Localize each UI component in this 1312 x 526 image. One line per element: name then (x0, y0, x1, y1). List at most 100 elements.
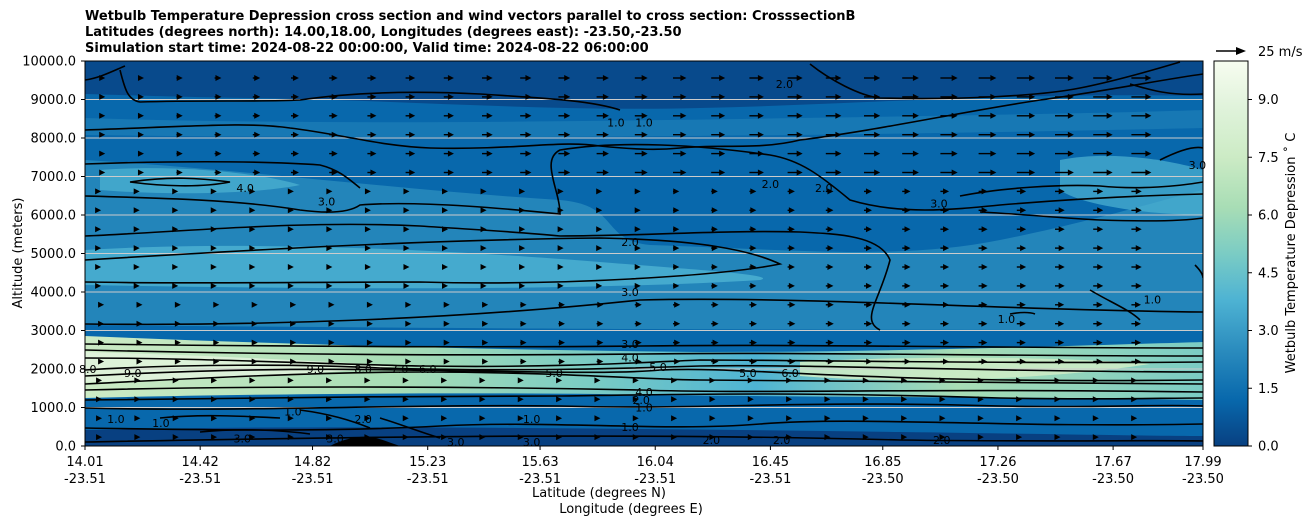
wind-vector-head (1135, 245, 1142, 252)
wind-vector-head (990, 75, 997, 81)
wind-vector-head (447, 150, 454, 157)
wind-vector-head (904, 264, 911, 270)
wind-vector-head (750, 339, 757, 346)
wind-vector-head (287, 226, 294, 233)
wind-vector-head (827, 320, 834, 327)
wind-vector-head (635, 320, 642, 327)
contour-label: 8.0 (354, 363, 372, 376)
wind-vector-head (447, 93, 454, 100)
wind-vector-head (290, 358, 297, 365)
wind-vector-head (680, 93, 687, 100)
wind-vector-head (564, 112, 571, 119)
contour-label: 5.0 (739, 367, 757, 380)
wind-vector-head (447, 112, 454, 119)
wind-vector-head (1067, 150, 1074, 157)
y-tick-label: 0.0 (55, 440, 76, 455)
wind-vector-head (719, 112, 726, 119)
wind-vector-head (602, 131, 609, 138)
wind-vector-head (939, 434, 946, 441)
wind-vector-head (326, 377, 333, 384)
wind-vector-head (602, 75, 609, 81)
wind-vector-head (210, 226, 217, 233)
wind-vector-head (564, 169, 571, 176)
wind-vector-head (331, 93, 338, 100)
wind-vector-head (1029, 75, 1036, 81)
wind-vector-head (862, 377, 869, 384)
wind-vector-head (596, 207, 603, 214)
wind-vector-head (364, 245, 371, 252)
wind-vector-head (480, 245, 487, 252)
wind-vector-head (99, 150, 106, 157)
wind-vector-head (951, 131, 958, 138)
wind-vector-head (862, 396, 869, 403)
y-tick-label: 8000.0 (31, 132, 77, 147)
wind-vector-head (441, 396, 448, 403)
wind-vector-head (904, 245, 911, 252)
wind-vector-head (447, 131, 454, 138)
contour-label: 1.0 (635, 402, 653, 415)
chart-title: Wetbulb Temperature Depression cross sec… (85, 9, 855, 57)
wind-vector-head (479, 453, 485, 459)
wind-vector-head (443, 320, 450, 327)
wind-vector-head (486, 75, 493, 81)
wind-vector-head (441, 434, 448, 441)
colorbar-tick-label: 1.5 (1258, 382, 1279, 397)
wind-vector-head (719, 75, 726, 81)
wind-vector-head (596, 188, 603, 195)
wind-vector-head (137, 150, 144, 157)
wind-vector-head (557, 282, 564, 289)
wind-vector-head (215, 131, 222, 138)
wind-vector-head (874, 150, 881, 157)
wind-vector-head (942, 320, 949, 327)
wind-vector-head (874, 112, 881, 119)
wind-vector-head (479, 434, 486, 441)
wind-vector-head (1029, 131, 1036, 138)
wind-vector-head (866, 320, 873, 327)
wind-vector-head (172, 207, 179, 214)
wind-vectors (95, 75, 1152, 459)
wind-vector-head (1097, 226, 1104, 233)
wind-vector-head (520, 358, 527, 365)
wind-vector-head (482, 301, 489, 308)
wind-vector-head (1131, 434, 1138, 441)
wind-vector-head (442, 282, 449, 289)
wind-vector-head (215, 169, 222, 176)
wind-vector-head (1096, 320, 1103, 327)
wind-vector-head (990, 150, 997, 157)
wind-vector-head (96, 415, 103, 422)
wind-vector-head (254, 75, 261, 81)
wind-vector-head (98, 320, 105, 327)
wind-vector-head (326, 282, 333, 289)
wind-vector-head (525, 93, 532, 100)
wind-vector-head (403, 282, 410, 289)
wind-vector-head (747, 396, 754, 403)
contour-label: 3.0 (621, 286, 639, 299)
wind-vector-head (287, 434, 294, 441)
x-tick-label-latitude: 17.67 (1095, 455, 1132, 470)
wind-vector-head (874, 169, 881, 176)
wind-vector-head (287, 396, 294, 403)
wind-vector-head (405, 358, 412, 365)
wind-vector-head (943, 188, 950, 195)
wind-vector-head (1106, 93, 1113, 100)
wind-vector-head (249, 396, 256, 403)
contour-label: 4.0 (635, 386, 653, 399)
wind-vector-head (137, 93, 144, 100)
wind-vector-head (409, 131, 416, 138)
wind-vector-head (1135, 226, 1142, 233)
wind-vector-head (331, 131, 338, 138)
wind-vector-head (480, 207, 487, 214)
wind-vector-head (904, 207, 911, 214)
wind-vector-head (680, 112, 687, 119)
wind-vector-head (634, 207, 641, 214)
wind-vector-head (835, 112, 842, 119)
wind-vector-head (939, 396, 946, 403)
wind-vector-head (172, 245, 179, 252)
wind-vector-head (364, 207, 371, 214)
wind-vector-head (1145, 75, 1152, 81)
wind-vector-head (442, 207, 449, 214)
contour-label: 3.0 (930, 197, 948, 210)
wind-vector-head (1106, 131, 1113, 138)
wind-vector-head (517, 396, 524, 403)
wind-vector-head (951, 112, 958, 119)
